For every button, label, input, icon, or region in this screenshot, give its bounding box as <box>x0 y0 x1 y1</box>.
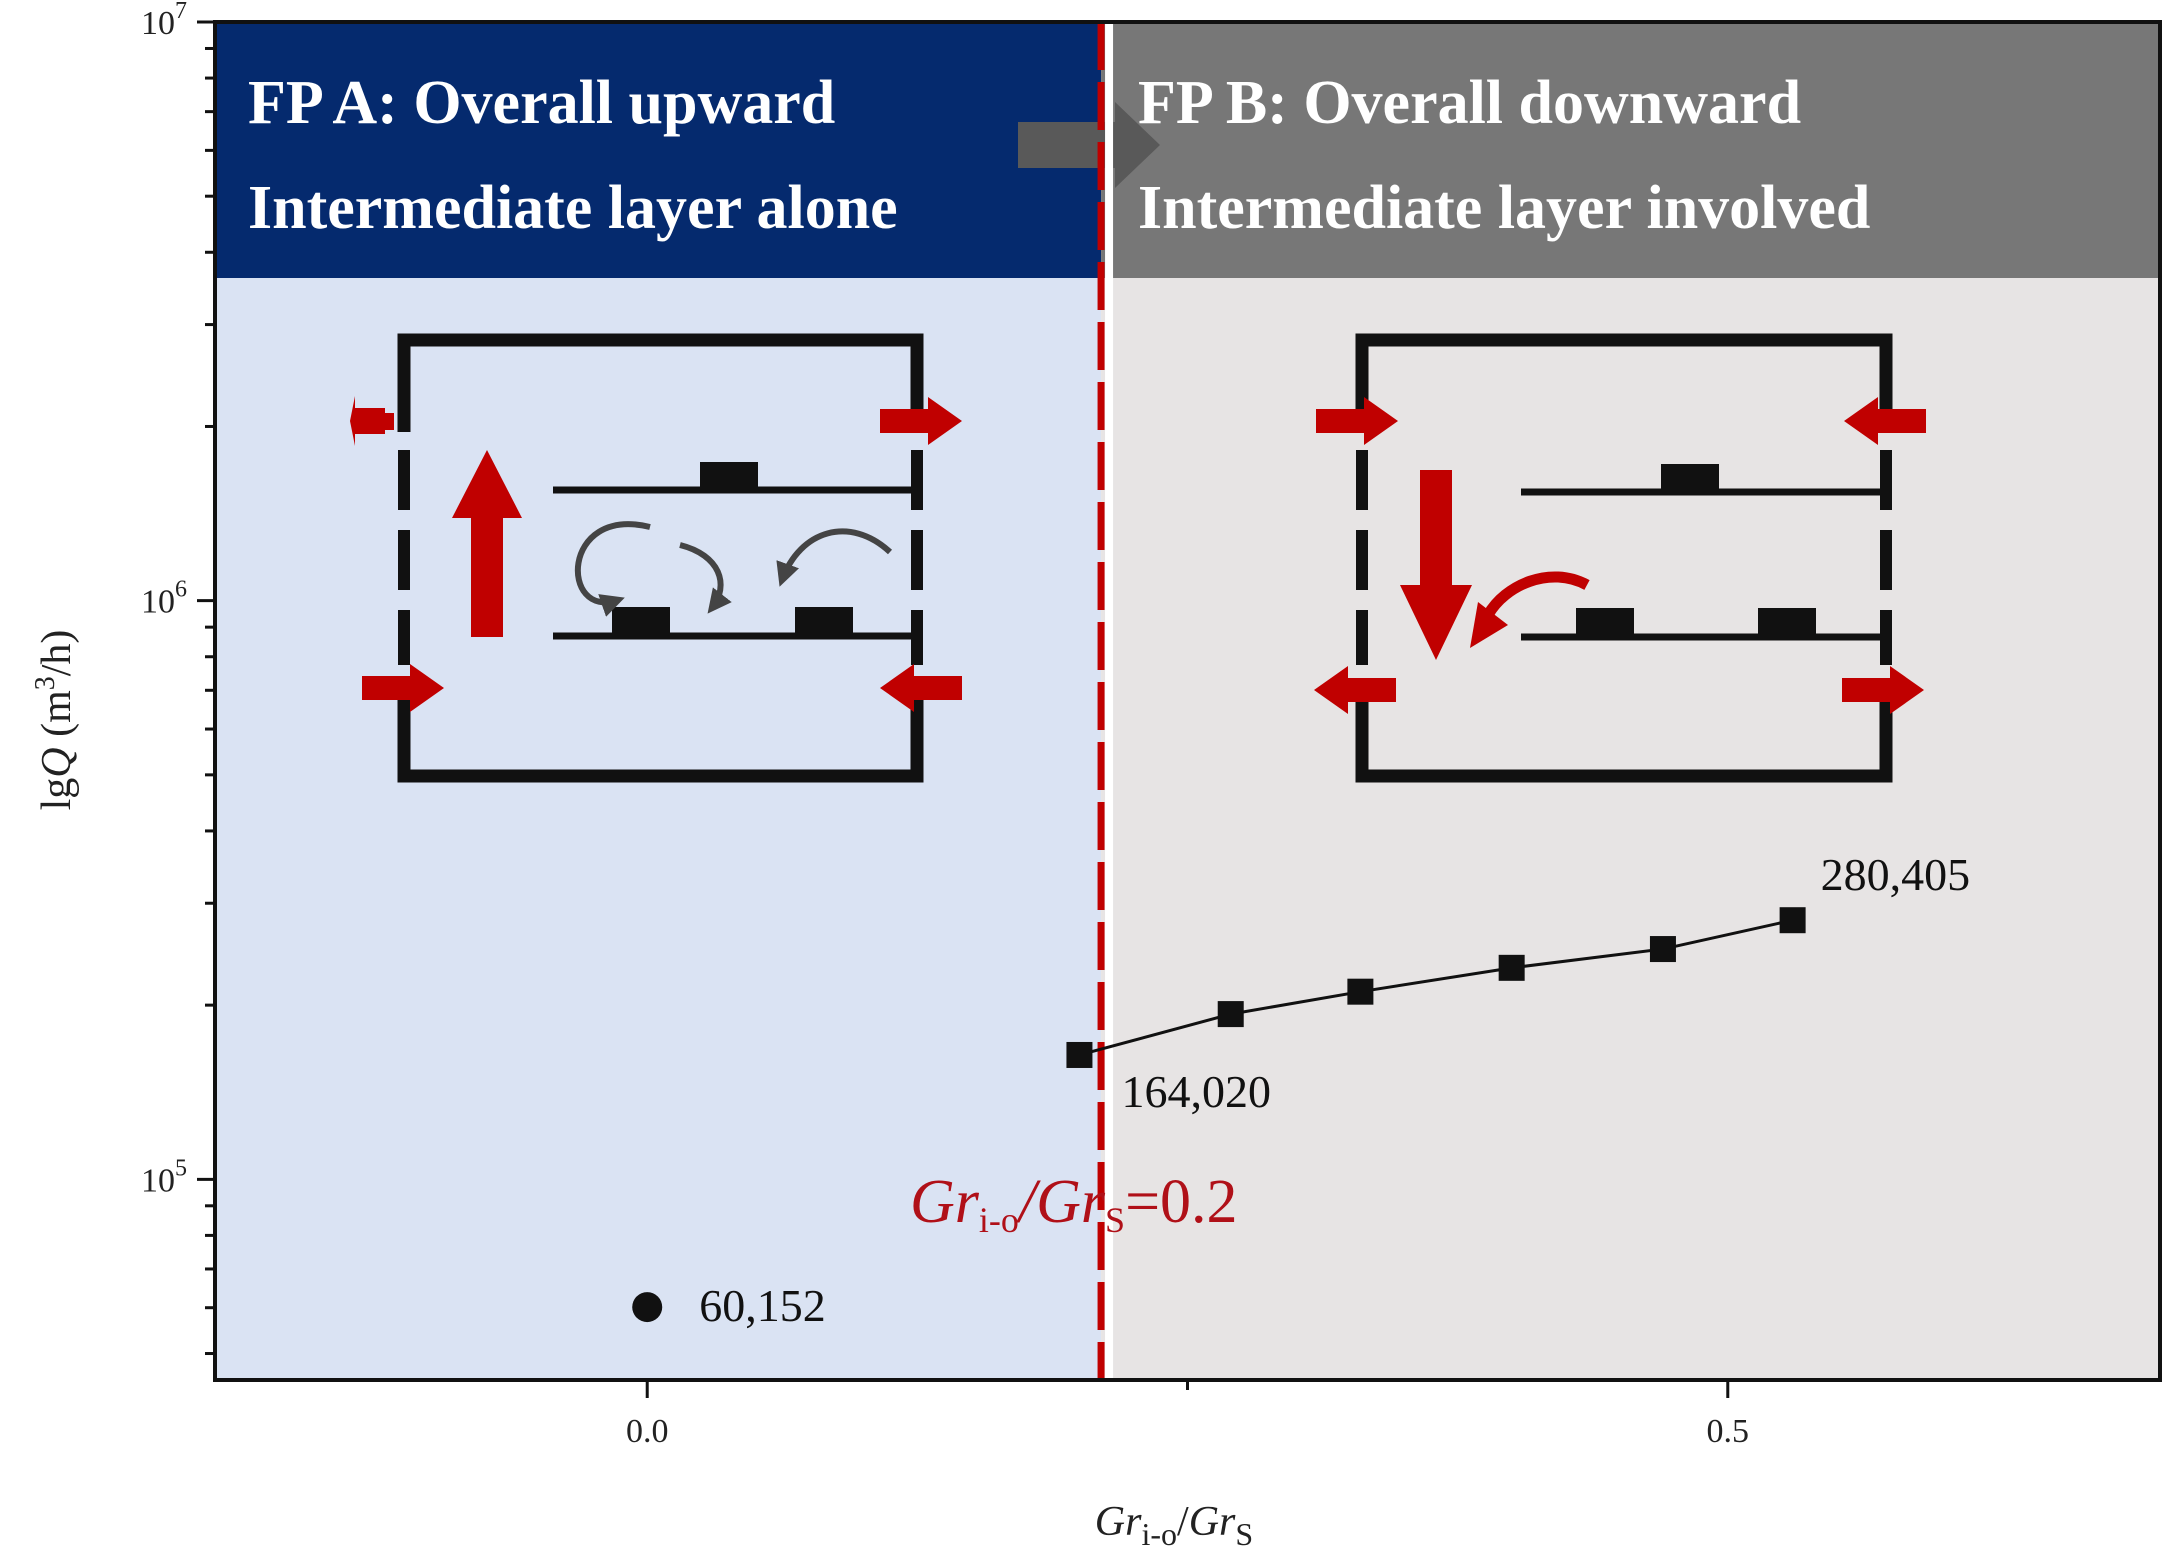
x-tick-label: 0.0 <box>626 1413 669 1450</box>
data-point <box>632 1292 663 1323</box>
fp-a-subtitle: Intermediate layer alone <box>248 174 898 242</box>
data-point <box>1066 1041 1093 1068</box>
data-label: 60,152 <box>699 1280 826 1331</box>
data-label: 280,405 <box>1821 849 1971 900</box>
x-axis-title: Gri-o/GrS <box>1095 1499 1253 1552</box>
fp-a-title: FP A: Overall upward <box>248 69 835 137</box>
y-tick-label: 106 <box>141 577 187 621</box>
y-axis-title: lgQ (m3/h) <box>30 630 80 811</box>
fp-a-schematic-icon <box>350 333 962 783</box>
data-point <box>1779 907 1806 934</box>
fp-b-schematic-icon <box>1314 333 1926 783</box>
fp-b-subtitle: Intermediate layer involved <box>1138 174 1870 242</box>
fp-a-banner <box>215 22 1102 278</box>
threshold-label: Gri-o/GrS=0.2 <box>910 1168 1238 1240</box>
y-tick-label: 105 <box>141 1155 187 1199</box>
x-tick-label: 0.5 <box>1707 1413 1750 1450</box>
x-axis: 0.0 0.5 <box>626 1380 1749 1450</box>
fp-b-title: FP B: Overall downward <box>1138 69 1801 137</box>
data-point <box>1347 978 1374 1005</box>
data-point <box>1217 1001 1244 1028</box>
transition-arrow-icon <box>1018 102 1160 188</box>
y-tick-label: 107 <box>141 0 187 42</box>
fp-b-banner <box>1101 22 2160 278</box>
data-point <box>1649 936 1676 963</box>
data-point <box>1498 954 1525 981</box>
data-label: 164,020 <box>1121 1066 1271 1117</box>
y-axis: 105 106 107 <box>141 0 215 1356</box>
series-line <box>1079 918 1793 1057</box>
series-layer: 60,152 164,020 280,405 <box>632 849 1970 1331</box>
